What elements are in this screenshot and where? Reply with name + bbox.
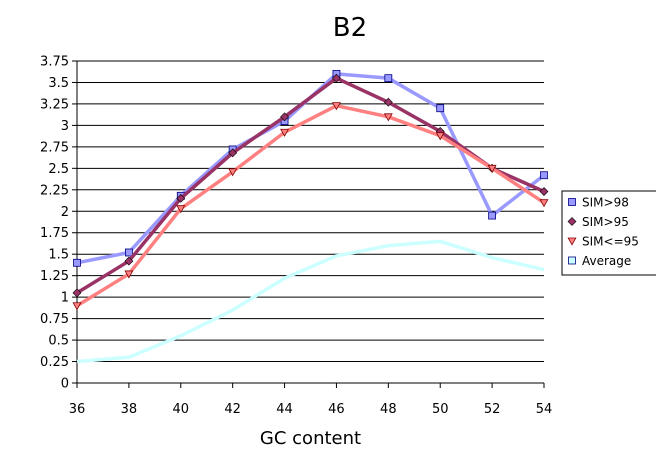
legend-label: Average	[582, 254, 631, 268]
series-Average	[76, 239, 545, 364]
data-point	[488, 211, 497, 220]
x-tick-label: 50	[432, 402, 449, 417]
data-point	[72, 288, 82, 298]
data-point	[124, 256, 134, 266]
y-tick-label: 1.75	[40, 226, 69, 241]
y-tick-label: 3.75	[40, 55, 69, 70]
x-tick-label: 38	[121, 402, 138, 417]
x-tick-label: 54	[536, 402, 553, 417]
series-line	[76, 103, 545, 308]
data-point	[280, 112, 289, 122]
x-axis-label: GC content	[260, 428, 361, 449]
data-point	[228, 168, 238, 177]
chart-title: B2	[333, 13, 367, 43]
legend-item: SIM<=95	[567, 235, 639, 249]
data-point	[436, 104, 445, 113]
y-tick-label: 2.75	[40, 140, 69, 155]
data-point	[228, 148, 238, 158]
data-point	[383, 97, 393, 107]
data-point	[124, 248, 133, 257]
data-point	[124, 270, 134, 279]
grid	[77, 60, 544, 363]
y-tick-label: 2.5	[48, 162, 69, 177]
y-tick-label: 0.5	[48, 334, 69, 349]
series-lines	[72, 69, 549, 364]
legend-item: SIM>98	[568, 196, 629, 210]
legend-label: SIM>95	[582, 215, 629, 229]
legend-marker	[567, 217, 577, 226]
data-point	[176, 193, 186, 203]
legend: SIM>98 SIM>95 SIM<=95 Average	[561, 190, 656, 276]
series-SIM<=95	[72, 102, 549, 311]
legend-label: SIM<=95	[582, 235, 639, 249]
data-point	[539, 199, 549, 208]
legend-label: SIM>98	[582, 196, 629, 210]
x-tick-label: 42	[224, 402, 241, 417]
data-point	[332, 73, 341, 83]
x-tick-label: 46	[328, 402, 345, 417]
x-tick-label: 48	[380, 402, 397, 417]
x-tick-label: 36	[69, 402, 86, 417]
data-point	[539, 187, 549, 196]
legend-item: Average	[568, 254, 631, 268]
axes: 0 0.25 0.5 0.75 1 1.25 1.5 1.75 2 2.25 2.5 2.75 3 3.2…	[40, 55, 552, 418]
series-line	[76, 239, 545, 364]
x-tick-label: 40	[173, 402, 190, 417]
y-tick-label: 0.75	[40, 312, 69, 327]
y-tick-label: 1.25	[40, 269, 69, 284]
series-line	[76, 76, 545, 295]
y-tick-label: 3.5	[48, 76, 69, 91]
data-point	[540, 171, 548, 180]
data-point	[176, 205, 186, 214]
x-tick-label: 52	[484, 402, 501, 417]
legend-item: SIM>95	[567, 215, 629, 229]
data-point	[384, 74, 393, 83]
data-point	[280, 128, 290, 137]
y-tick-label: 3	[61, 119, 69, 134]
legend-marker	[568, 198, 576, 206]
y-tick-label: 3.25	[40, 97, 69, 112]
y-tick-label: 2	[61, 205, 69, 220]
data-point	[73, 258, 81, 267]
data-point	[435, 132, 445, 141]
legend-box	[561, 190, 656, 276]
data-point	[487, 164, 497, 173]
y-tick-label: 1.5	[48, 248, 69, 263]
y-tick-label: 1	[61, 291, 69, 306]
y-tick-label: 0	[61, 377, 69, 392]
y-tick-label: 0.25	[40, 355, 69, 370]
data-point	[383, 113, 393, 122]
legend-marker	[568, 256, 576, 265]
data-point	[72, 302, 82, 311]
y-tick-label: 2.25	[40, 183, 69, 198]
data-point	[331, 102, 341, 111]
legend-marker	[567, 237, 577, 246]
x-tick-label: 44	[276, 402, 293, 417]
